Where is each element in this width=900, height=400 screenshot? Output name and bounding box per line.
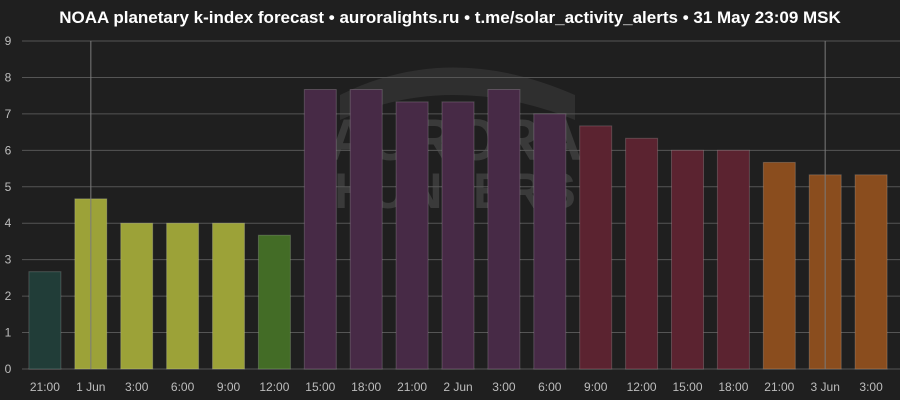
- x-tick-label: 15:00: [305, 380, 335, 394]
- y-axis-ticks: 0 1 2 3 4 5 6 7 8 9: [5, 34, 12, 376]
- bar-16: [762, 161, 796, 370]
- x-tick-label: 3:00: [859, 380, 883, 394]
- y-tick-label: 7: [5, 107, 12, 121]
- x-tick-label: 21:00: [30, 380, 60, 394]
- x-tick-label: 12:00: [627, 380, 657, 394]
- bar-2: [120, 222, 154, 370]
- x-tick-label: 21:00: [764, 380, 794, 394]
- x-tick-label: 1 Jun: [76, 380, 105, 394]
- x-tick-label: 3:00: [125, 380, 149, 394]
- bar-18: [854, 174, 888, 370]
- bar-9: [441, 101, 475, 370]
- x-axis-ticks: 21:00 1 Jun 3:00 6:00 9:00 12:00 15:00 18:00 21:…: [30, 380, 883, 394]
- bar-4: [212, 222, 245, 370]
- x-tick-label: 18:00: [351, 380, 381, 394]
- bar-6: [303, 89, 337, 370]
- bar-15: [716, 149, 750, 370]
- y-tick-label: 2: [5, 289, 12, 303]
- bar-14: [671, 149, 704, 370]
- bar-10: [487, 89, 521, 370]
- y-tick-label: 8: [5, 70, 12, 84]
- bar-12: [579, 125, 613, 370]
- bar-13: [625, 137, 659, 370]
- x-tick-label: 3:00: [492, 380, 516, 394]
- day-boundary-lines: [90, 41, 826, 369]
- y-tick-label: 9: [5, 34, 12, 48]
- x-tick-label: 18:00: [718, 380, 748, 394]
- bar-7: [349, 89, 383, 370]
- x-tick-label: 6:00: [171, 380, 195, 394]
- bar-0: [28, 271, 62, 370]
- x-tick-label: 2 Jun: [443, 380, 472, 394]
- y-tick-label: 0: [5, 362, 12, 376]
- x-tick-label: 9:00: [584, 380, 608, 394]
- y-tick-label: 1: [5, 326, 12, 340]
- x-tick-label: 9:00: [217, 380, 241, 394]
- y-tick-label: 4: [5, 216, 12, 230]
- bar-3: [166, 222, 200, 370]
- bar-8: [395, 101, 429, 370]
- bars: [28, 89, 888, 370]
- x-tick-label: 6:00: [538, 380, 562, 394]
- x-tick-label: 15:00: [672, 380, 702, 394]
- chart-title: NOAA planetary k-index forecast • aurora…: [59, 8, 841, 27]
- watermark-arc: [340, 67, 575, 120]
- y-tick-label: 3: [5, 253, 12, 267]
- x-tick-label: 21:00: [397, 380, 427, 394]
- x-tick-label: 3 Jun: [811, 380, 840, 394]
- bar-11: [533, 113, 567, 370]
- bar-5: [257, 234, 291, 370]
- y-tick-label: 5: [5, 180, 12, 194]
- x-tick-label: 12:00: [259, 380, 289, 394]
- y-tick-label: 6: [5, 143, 12, 157]
